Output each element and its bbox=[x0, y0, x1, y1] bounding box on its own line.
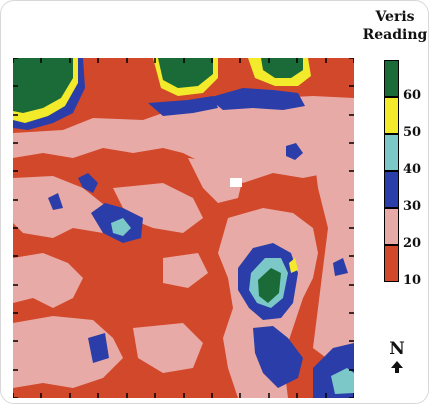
legend-swatch-40 bbox=[384, 134, 399, 171]
legend-label-40: 40 bbox=[403, 162, 422, 177]
legend-swatch-50 bbox=[384, 97, 399, 134]
legend-title: Veris Reading bbox=[360, 8, 430, 44]
zones-60 bbox=[13, 58, 303, 303]
map-border-ticks bbox=[13, 58, 354, 398]
legend-swatch-20 bbox=[384, 208, 399, 245]
legend: Veris Reading 60 50 40 30 20 10 bbox=[360, 8, 430, 308]
legend-label-20: 20 bbox=[403, 236, 422, 251]
legend-title-line1: Veris bbox=[375, 9, 415, 25]
legend-label-60: 60 bbox=[403, 88, 422, 103]
no-data-patch bbox=[230, 178, 242, 187]
legend-label-50: 50 bbox=[403, 125, 422, 140]
north-letter: N bbox=[389, 339, 405, 359]
legend-label-10: 10 bbox=[403, 273, 422, 288]
legend-swatch-60 bbox=[384, 60, 399, 97]
legend-title-line2: Reading bbox=[362, 27, 428, 43]
zones-20 bbox=[13, 96, 354, 398]
north-indicator: N bbox=[384, 340, 410, 374]
soil-map bbox=[13, 58, 354, 398]
map-canvas bbox=[13, 58, 354, 398]
north-arrow-icon bbox=[391, 361, 403, 373]
legend-label-30: 30 bbox=[403, 199, 422, 214]
legend-swatch-10 bbox=[384, 245, 399, 282]
legend-swatch-30 bbox=[384, 171, 399, 208]
